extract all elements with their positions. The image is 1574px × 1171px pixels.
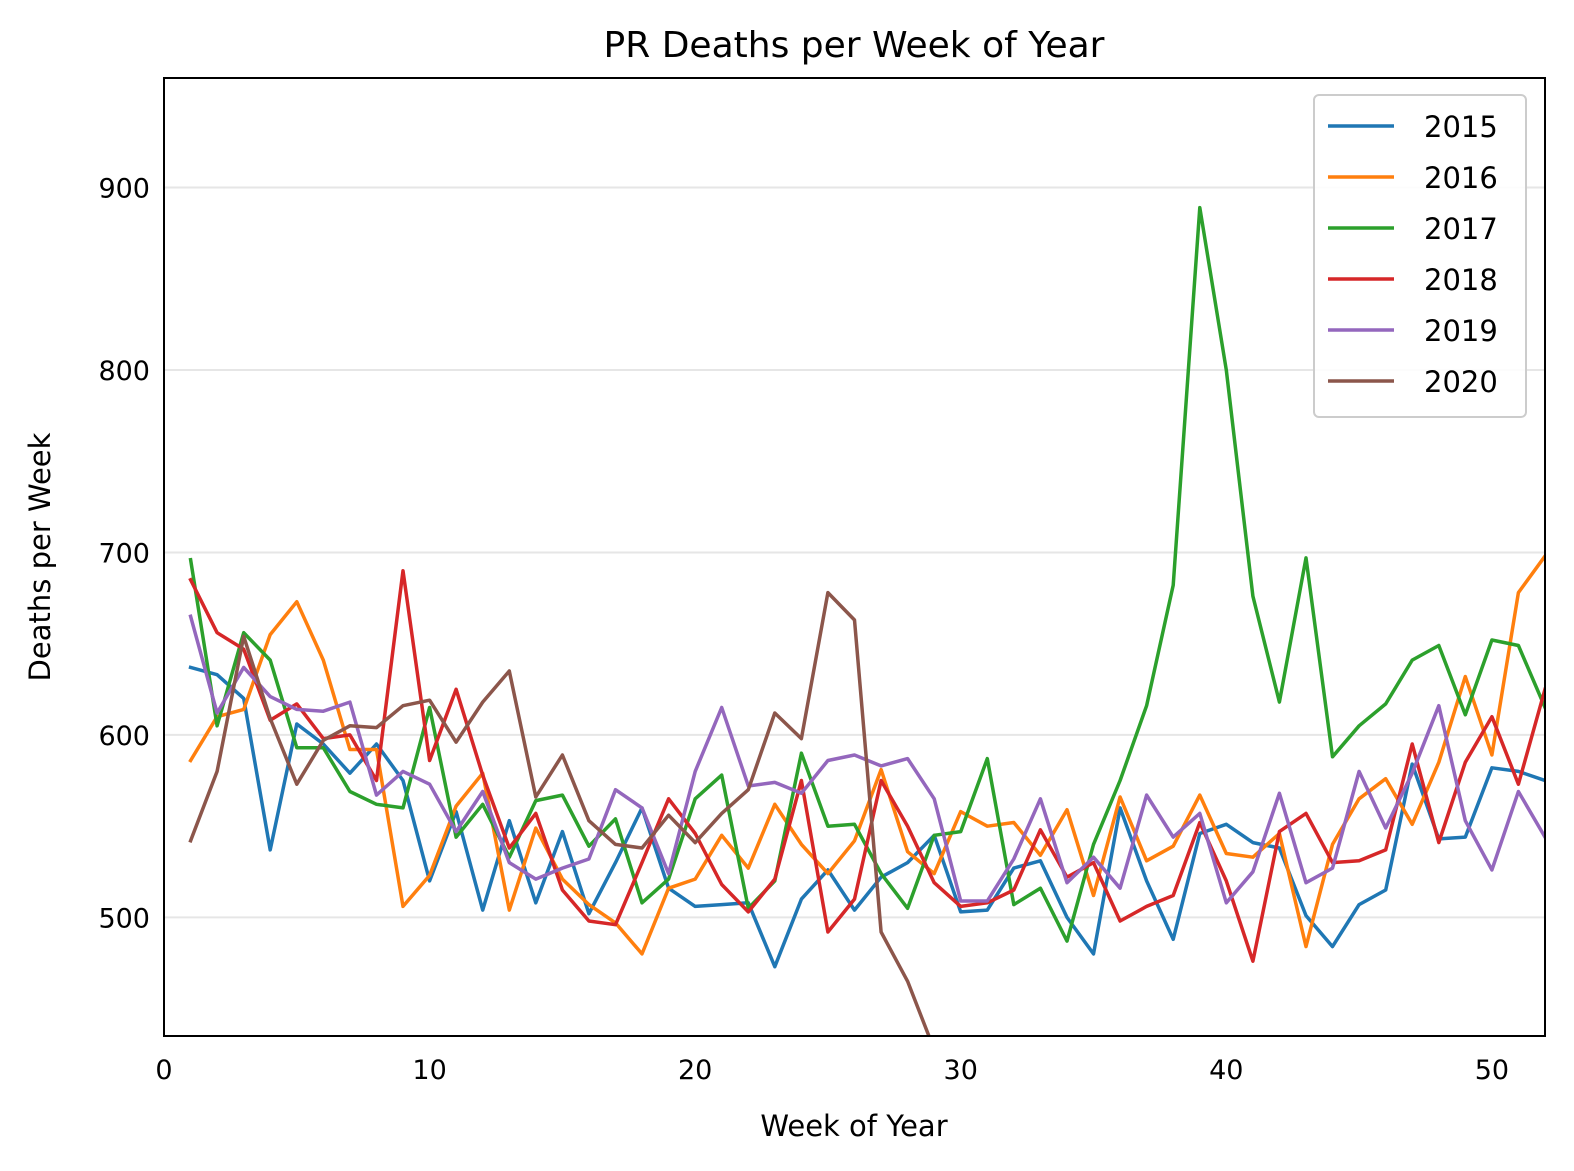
x-tick-label: 0 <box>155 1055 172 1086</box>
x-tick-label: 20 <box>678 1055 712 1086</box>
plot-frame <box>163 77 1546 1037</box>
legend-label-2018: 2018 <box>1424 263 1498 297</box>
series-line-2020 <box>188 590 931 1036</box>
legend-label-2016: 2016 <box>1424 161 1498 195</box>
chart-title: PR Deaths per Week of Year <box>604 25 1105 66</box>
y-tick-label: 800 <box>98 356 150 387</box>
legend-label-2015: 2015 <box>1424 110 1498 144</box>
x-tick-label: 30 <box>944 1055 978 1086</box>
y-axis-ticks: 500 600 700 800 900 <box>98 173 150 934</box>
series-line-2017 <box>188 205 1545 943</box>
series-line-2016 <box>188 553 1545 956</box>
x-axis-label: Week of Year <box>760 1109 947 1143</box>
x-axis-ticks: 0 10 20 30 40 50 <box>155 1055 1509 1086</box>
legend-label-2017: 2017 <box>1424 212 1498 246</box>
x-tick-label: 50 <box>1475 1055 1509 1086</box>
y-tick-label: 900 <box>98 173 150 204</box>
legend-label-2020: 2020 <box>1424 365 1498 399</box>
legend-label-2019: 2019 <box>1424 314 1498 348</box>
x-tick-label: 10 <box>412 1055 446 1086</box>
legend: 2015 2016 2017 2018 2019 2020 <box>1313 94 1527 418</box>
x-tick-label: 40 <box>1209 1055 1243 1086</box>
y-tick-label: 600 <box>98 721 150 752</box>
series-line-2015 <box>188 665 1545 969</box>
series-line-2018 <box>188 568 1545 963</box>
y-tick-label: 500 <box>98 903 150 934</box>
series-lines <box>188 205 1545 1036</box>
y-tick-label: 700 <box>98 538 150 569</box>
y-axis-label: Deaths per Week <box>23 432 57 681</box>
